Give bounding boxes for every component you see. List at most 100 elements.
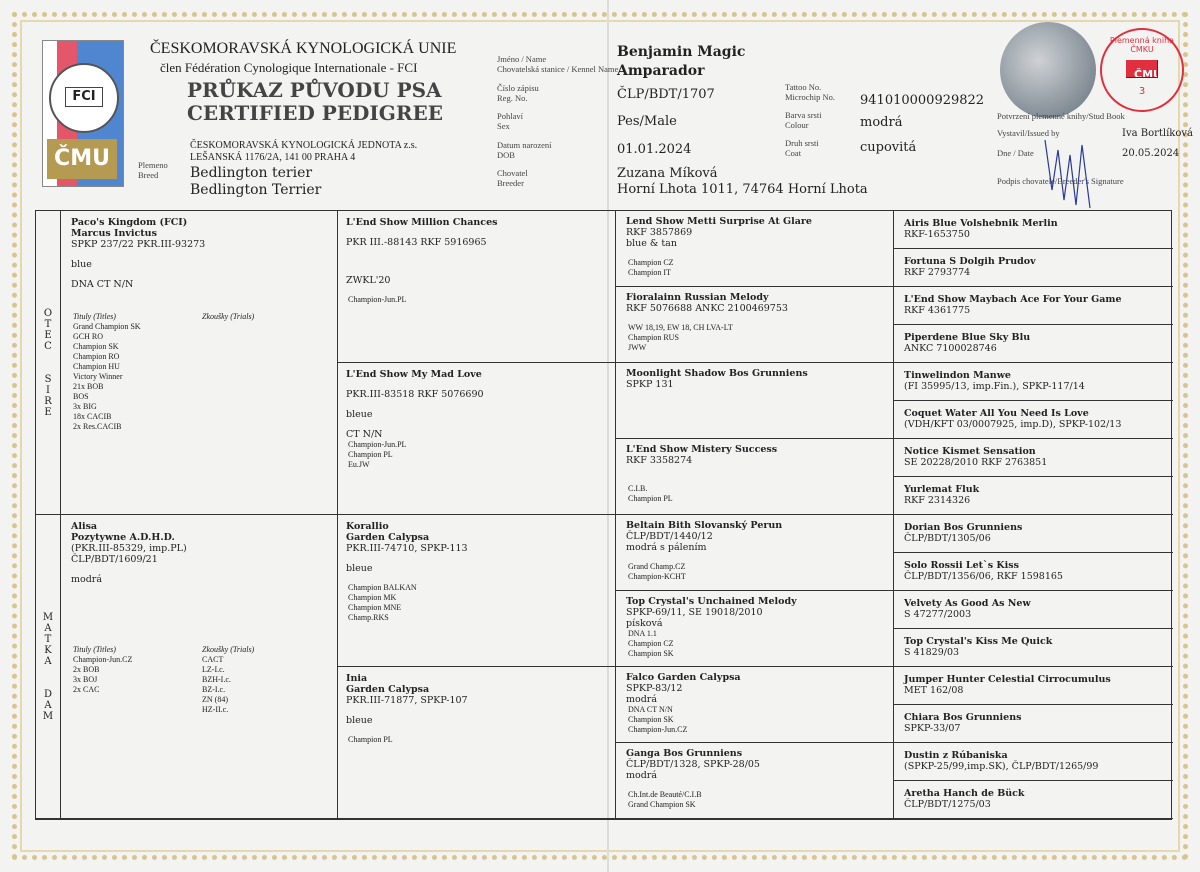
dog-detail: RKF-1653750 [904,229,970,240]
side-letter: A [44,622,52,634]
side-letter: O [43,307,53,319]
trials-column: Zkoušky (Trials) CACT LZ-I.c. BZH-I.c. BZ-I.… [200,645,329,715]
dog-dob: 01.01.2024 [617,142,692,157]
titles-label: Tituly (Titles) [73,312,116,321]
trial-item: HZ-II.c. [202,705,229,714]
dog-detail: S 47277/2003 [904,609,972,620]
gen4-ancestor-cell: Airis Blue Volshebnik Merlin RKF-1653750 [894,211,1173,249]
dog-detail: PKR.III-83518 RKF 5076690 [346,389,484,400]
org-name: ČESKOMORAVSKÁ KYNOLOGICKÁ JEDNOTA z.s. [190,140,418,151]
spacer [626,781,883,790]
title-item: Grand Champion SK [73,322,141,331]
dog-detail: PKR III.-88143 RKF 5916965 [346,237,487,248]
spacer [626,466,883,475]
side-letter: E [44,406,52,418]
dog-detail: PKR.III-71877, SPKP-107 [346,695,468,706]
dog-name: Fioralainn Russian Melody [626,292,769,303]
dog-detail: SPKP 131 [626,379,674,390]
spacer [71,250,329,259]
great-grandparent-cell: L'End Show Mistery Success RKF 3358274 C.I… [616,439,894,515]
great-grandparent-cell: Falco Garden Calypsa SPKP-83/12 modrá DNA C… [616,667,894,743]
title-item: Victory Winner [73,372,123,381]
dog-detail: (FI 35995/13, imp.Fin.), SPKP-117/14 [904,381,1085,392]
dog-name: Tinwelindon Manwe [904,370,1011,381]
dog-title: Champion PL [348,450,393,459]
fold-line [607,0,609,872]
spacer [346,248,607,257]
dog-name: Moonlight Shadow Bos Grunniens [626,368,808,379]
trial-item: BZ-I.c. [202,685,226,694]
dog-detail: bleue [346,409,373,420]
spacer [346,228,607,237]
titles-column: Tituly (Titles) Grand Champion SK GCH RO Ch… [71,312,200,432]
spacer [626,475,883,484]
dog-name: Jumper Hunter Celestial Cirrocumulus [904,674,1111,685]
dog-title: Champion SK [628,649,674,658]
dog-name: Falco Garden Calypsa [626,672,741,683]
name-label: Jméno / Name Chovatelská stanice / Kennel… [497,54,619,74]
titles-trials: Tituly (Titles) Grand Champion SK GCH RO Ch… [71,312,329,432]
dog-title: JWW [628,343,647,352]
great-grandparent-cell: Ganga Bos Grunniens ČLP/BDT/1328, SPKP-28… [616,743,894,819]
dog-colour: modrá [860,115,903,130]
title-item: BOS [73,392,89,401]
dog-name: Notice Kismet Sensation [904,446,1036,457]
side-letter: R [44,395,52,407]
spacer [71,565,329,574]
title-item: Champion HU [73,362,120,371]
dog-detail: ČLP/BDT/1328, SPKP-28/05 [626,759,760,770]
dog-detail: (PKR.III-85329, imp.PL) [71,543,187,554]
dog-detail: RKF 2793774 [904,267,971,278]
dog-detail: bleue [346,715,373,726]
dog-name: Solo Rossii Let`s Kiss [904,560,1019,571]
side-letter: I [46,384,50,396]
dog-title: Champion-KCHT [628,572,686,581]
spacer [346,380,607,389]
dog-name: Benjamin Magic [617,44,746,60]
gen4-ancestor-cell: Velvety As Good As New S 47277/2003 [894,591,1173,629]
issued-label: Vystavil/Issued by [997,128,1060,138]
gen4-ancestor-cell: Coquet Water All You Need Is Love (VDH/KF… [894,401,1173,439]
title-en: CERTIFIED PEDIGREE [187,101,443,125]
spacer [346,706,607,715]
dog-name: Velvety As Good As New [904,598,1031,609]
side-letter: T [44,318,52,330]
side-letter: T [44,633,52,645]
dog-detail: ČLP/BDT/1275/03 [904,799,991,810]
dog-name: L'End Show Maybach Ace For Your Game [904,294,1122,305]
fci-member: člen Fédération Cynologique Internationa… [160,60,418,75]
side-letter: M [42,710,54,722]
dog-title: Champion IT [628,268,671,277]
issued-by: Iva Bortlíková [1122,128,1193,139]
dog-name: Garden Calypsa [346,532,430,543]
spacer [346,266,607,275]
dog-detail: modrá [71,574,103,585]
trials-label: Zkoušky (Trials) [202,312,255,321]
grandparent-cell: L'End Show My Mad Love PKR.III-83518 RKF … [338,363,616,515]
dog-title: Champion-Jun.PL [348,295,407,304]
dog-title: Champion RUS [628,333,679,342]
dog-sex: Pes/Male [617,114,677,129]
dog-title: Champion SK [628,715,674,724]
dog-detail: SPKP-33/07 [904,723,961,734]
dog-detail: DNA CT N/N [71,279,134,290]
great-grandparent-cell: Beltain Bith Slovanský Perun ČLP/BDT/1440… [616,515,894,591]
dog-chip: 941010000929822 [860,93,985,108]
union-name: ČESKOMORAVSKÁ KYNOLOGICKÁ UNIE [150,40,457,57]
title-item: 2x BOB [73,665,100,674]
dog-reg: ČLP/BDT/1707 [617,87,715,102]
title-cz: PRŮKAZ PŮVODU PSA [187,78,442,102]
gen4-ancestor-cell: Dustin z Rúbaniska (SPKP-25/99,imp.SK), Č… [894,743,1173,781]
gen4-ancestor-cell: Notice Kismet Sensation SE 20228/2010 RKF… [894,439,1173,477]
gen4-ancestor-cell: Top Crystal's Kiss Me Quick S 41829/03 [894,629,1173,667]
coat-label: Druh srsti Coat [785,138,819,158]
title-item: 21x BOB [73,382,104,391]
title-item: 3x BOJ [73,675,98,684]
dog-detail: S 41829/03 [904,647,960,658]
dog-title: Grand Champ.CZ [628,562,686,571]
side-letter: C [44,340,52,352]
title-item: 3x BIG [73,402,97,411]
dog-name: Ganga Bos Grunniens [626,748,743,759]
title-item: 18x CACIB [73,412,112,421]
